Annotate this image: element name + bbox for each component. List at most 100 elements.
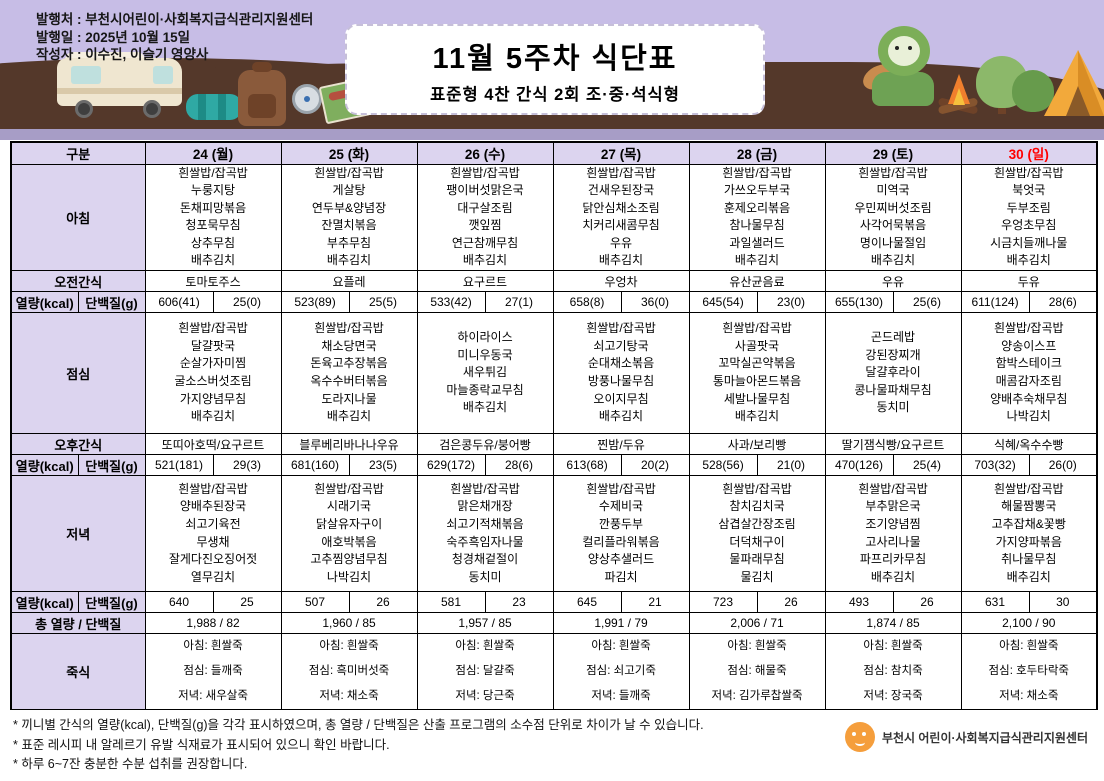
pm-snack-thu: 찐밤/두유 (552, 433, 690, 456)
pm-protein-fri: 21(0) (756, 454, 826, 477)
total-thu: 1,991 / 79 (552, 612, 690, 635)
pm-kcal-mon: 521(181) (144, 454, 214, 477)
lunch-mon: 흰쌀밥/잡곡밥 달걀팟국 순살가자미찜 굴소스버섯조림 가지양념무침 배추김치 (144, 312, 282, 435)
am-snack-fri: 유산균음료 (688, 270, 826, 293)
pm-protein-tue: 23(5) (348, 454, 418, 477)
kcal-label: 열량(kcal) (10, 591, 79, 614)
am-protein-wed: 27(1) (484, 291, 554, 314)
date-header-fri: 28 (금) (688, 141, 826, 165)
pm-snack-tue: 블루베리바나나우유 (280, 433, 418, 456)
protein-label: 단백질(g) (77, 454, 146, 477)
pm-snack-sat: 딸기잼식빵/요구르트 (824, 433, 962, 456)
am-snack-row: 오전간식 토마토주스 요플레 요구르트 우엉차 유산균음료 우유 두유 (10, 270, 1098, 293)
title-box: 11월 5주차 식단표 표준형 4찬 간식 2회 조·중·석식형 (345, 24, 765, 115)
am-snack-wed: 요구르트 (416, 270, 554, 293)
lunch-sat: 곤드레밥 강된장찌개 달걀후라이 콩나물파채무침 동치미 (824, 312, 962, 435)
dinner-thu: 흰쌀밥/잡곡밥 수제비국 깐풍두부 컬리플라워볶음 양상추샐러드 파김치 (552, 475, 690, 593)
date-header-tue: 25 (화) (280, 141, 418, 165)
porridge-mon: 아침: 흰쌀죽 점심: 들깨죽 저녁: 새우살죽 (144, 633, 282, 711)
camper-character-eye (895, 46, 899, 50)
table-header-row: 구분 24 (월) 25 (화) 26 (수) 27 (목) 28 (금) 29… (10, 141, 1098, 165)
total-fri: 2,006 / 71 (688, 612, 826, 635)
am-snack-tue: 요플레 (280, 270, 418, 293)
total-wed: 1,957 / 85 (416, 612, 554, 635)
dn-kcal-mon: 640 (144, 591, 214, 614)
pm-kcal-wed: 629(172) (416, 454, 486, 477)
total-mon: 1,988 / 82 (144, 612, 282, 635)
center-logo-icon (844, 722, 875, 752)
publication-info: 발행처 : 부천시어린이·사회복지급식관리지원센터 발행일 : 2025년 10… (36, 11, 313, 64)
lunch-label: 점심 (10, 312, 146, 435)
porridge-tue: 아침: 흰쌀죽 점심: 흑미버섯죽 저녁: 채소죽 (280, 633, 418, 711)
breakfast-sun: 흰쌀밥/잡곡밥 북엇국 두부조림 우엉초무침 시금치들깨나물 배추김치 (960, 163, 1098, 272)
am-kcal-mon: 606(41) (144, 291, 214, 314)
dn-kcal-wed: 581 (416, 591, 486, 614)
dn-protein-sat: 26 (892, 591, 962, 614)
am-snack-sat: 우유 (824, 270, 962, 293)
camper-character-body (872, 72, 934, 106)
am-protein-fri: 23(0) (756, 291, 826, 314)
camper-van-icon (57, 52, 182, 118)
date-header-thu: 27 (목) (552, 141, 690, 165)
am-protein-mon: 25(0) (212, 291, 282, 314)
dn-kcal-fri: 723 (688, 591, 758, 614)
camper-character-eye (908, 46, 912, 50)
porridge-sun: 아침: 흰쌀죽 점심: 호두타락죽 저녁: 채소죽 (960, 633, 1098, 711)
am-snack-mon: 토마토주스 (144, 270, 282, 293)
banner-bottom-strip (0, 129, 1104, 140)
sleeping-bag-icon (186, 94, 242, 120)
lunch-row: 점심 흰쌀밥/잡곡밥 달걀팟국 순살가자미찜 굴소스버섯조림 가지양념무침 배추… (10, 312, 1098, 435)
compass-icon (292, 84, 322, 114)
dn-protein-sun: 30 (1028, 591, 1098, 614)
dinner-fri: 흰쌀밥/잡곡밥 참치김치국 삼겹살간장조림 더덕채구이 물파래무침 물김치 (688, 475, 826, 593)
pm-kcal-fri: 528(56) (688, 454, 758, 477)
porridge-sat: 아침: 흰쌀죽 점심: 참치죽 저녁: 장국죽 (824, 633, 962, 711)
pm-protein-mon: 29(3) (212, 454, 282, 477)
dinner-tue: 흰쌀밥/잡곡밥 시래기국 닭살유자구이 애호박볶음 고추찜양념무침 나박김치 (280, 475, 418, 593)
total-sat: 1,874 / 85 (824, 612, 962, 635)
pm-snack-wed: 검은콩두유/붕어빵 (416, 433, 554, 456)
dn-kcal-sun: 631 (960, 591, 1030, 614)
am-protein-thu: 36(0) (620, 291, 690, 314)
pm-snack-label: 오후간식 (10, 433, 146, 456)
date-header-mon: 24 (월) (144, 141, 282, 165)
pm-protein-thu: 20(2) (620, 454, 690, 477)
breakfast-row: 아침 흰쌀밥/잡곡밥 누룽지탕 돈채피망볶음 청포묵무침 상추무침 배추김치 흰… (10, 163, 1098, 272)
total-label: 총 열량 / 단백질 (10, 612, 146, 635)
pm-protein-wed: 28(6) (484, 454, 554, 477)
campfire-inner-flame-icon (953, 88, 965, 105)
date-header-sat: 29 (토) (824, 141, 962, 165)
backpack-icon (238, 62, 286, 126)
menu-table: 구분 24 (월) 25 (화) 26 (수) 27 (목) 28 (금) 29… (10, 141, 1099, 712)
protein-label: 단백질(g) (77, 591, 146, 614)
breakfast-fri: 흰쌀밥/잡곡밥 가쓰오두부국 훈제오리볶음 참나물무침 과일샐러드 배추김치 (688, 163, 826, 272)
am-kcal-sat: 655(130) (824, 291, 894, 314)
breakfast-label: 아침 (10, 163, 146, 272)
am-kcal-wed: 533(42) (416, 291, 486, 314)
date-header-wed: 26 (수) (416, 141, 554, 165)
footnote-line: * 끼니별 간식의 열량(kcal), 단백질(g)을 각각 표시하였으며, 총… (13, 718, 704, 732)
am-kcal-tue: 523(89) (280, 291, 350, 314)
kcal-label: 열량(kcal) (10, 291, 79, 314)
dinner-row: 저녁 흰쌀밥/잡곡밥 양배추된장국 쇠고기육전 무생채 잘게다진오징어젓 열무김… (10, 475, 1098, 593)
am-protein-sun: 28(6) (1028, 291, 1098, 314)
pm-kcal-sat: 470(126) (824, 454, 894, 477)
footer: * 끼니별 간식의 열량(kcal), 단백질(g)을 각각 표시하였으며, 총… (0, 710, 1104, 781)
dn-kcal-thu: 645 (552, 591, 622, 614)
dn-protein-thu: 21 (620, 591, 690, 614)
am-snack-thu: 우엉차 (552, 270, 690, 293)
dn-protein-mon: 25 (212, 591, 282, 614)
pm-snack-fri: 사과/보리빵 (688, 433, 826, 456)
pm-snack-row: 오후간식 또띠아호떡/요구르트 블루베리바나나우유 검은콩두유/붕어빵 찐밤/두… (10, 433, 1098, 456)
pm-kcal-sun: 703(32) (960, 454, 1030, 477)
lunch-thu: 흰쌀밥/잡곡밥 쇠고기탕국 순대채소볶음 방풍나물무침 오이지무침 배추김치 (552, 312, 690, 435)
pm-kcal-tue: 681(160) (280, 454, 350, 477)
am-protein-tue: 25(5) (348, 291, 418, 314)
lunch-fri: 흰쌀밥/잡곡밥 사골팟국 꼬막실곤약볶음 통마늘아몬드볶음 세발나물무침 배추김… (688, 312, 826, 435)
dn-protein-tue: 26 (348, 591, 418, 614)
publisher-line: 발행처 : 부천시어린이·사회복지급식관리지원센터 (36, 12, 314, 27)
am-snack-label: 오전간식 (10, 270, 146, 293)
porridge-thu: 아침: 흰쌀죽 점심: 쇠고기죽 저녁: 들깨죽 (552, 633, 690, 711)
dn-kcal-sat: 493 (824, 591, 894, 614)
am-kcal-thu: 658(8) (552, 291, 622, 314)
